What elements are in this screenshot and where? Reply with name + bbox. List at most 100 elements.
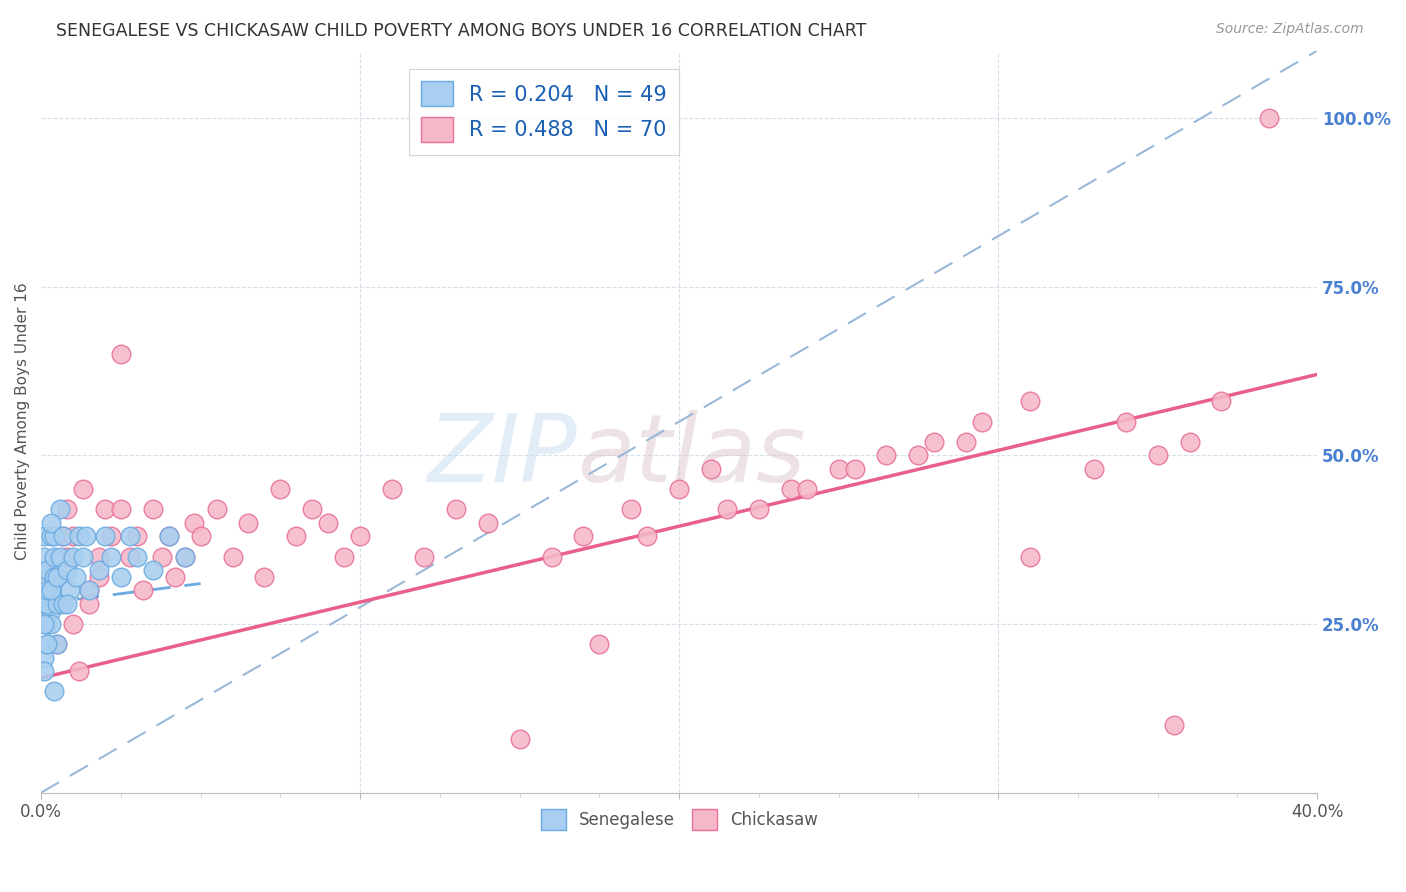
Point (34, 529, 56, 543)
Point (183, 516, 205, 530)
Point (34, 665, 56, 679)
Point (173, 549, 195, 564)
Point (72, 482, 94, 496)
Point (668, 482, 690, 496)
Point (221, 549, 243, 564)
Point (907, 449, 929, 463)
Point (381, 482, 404, 496)
Point (65, 570, 87, 584)
Point (46, 597, 69, 611)
Text: ZIP: ZIP (427, 409, 576, 500)
Point (636, 529, 658, 543)
Point (37, 597, 59, 611)
Point (37, 583, 59, 598)
Point (165, 570, 187, 584)
Point (100, 549, 122, 564)
Point (540, 549, 562, 564)
Point (1178, 434, 1201, 449)
Point (46, 570, 69, 584)
Point (94, 529, 117, 543)
Text: atlas: atlas (576, 409, 806, 500)
Point (49, 502, 72, 516)
Point (37, 617, 59, 632)
Point (77, 597, 100, 611)
Point (46, 597, 69, 611)
Point (39, 529, 62, 543)
Point (55, 597, 77, 611)
Point (120, 529, 142, 543)
Point (142, 502, 165, 516)
Point (77, 583, 100, 598)
Point (42, 684, 65, 698)
Point (1211, 394, 1233, 409)
Point (37, 570, 59, 584)
Point (110, 347, 132, 361)
Point (796, 482, 818, 496)
Point (157, 529, 180, 543)
Point (827, 462, 849, 476)
Point (52, 597, 75, 611)
Point (253, 570, 276, 584)
Point (52, 529, 75, 543)
Point (55, 502, 77, 516)
Point (333, 549, 356, 564)
Point (42, 570, 65, 584)
Point (42, 549, 65, 564)
Point (39, 617, 62, 632)
Point (205, 502, 228, 516)
Point (1146, 449, 1168, 463)
Point (1163, 718, 1185, 732)
Point (39, 583, 62, 598)
Point (94, 502, 117, 516)
Point (748, 502, 770, 516)
Point (1019, 549, 1042, 564)
Point (844, 462, 866, 476)
Point (1083, 462, 1105, 476)
Point (37, 637, 59, 651)
Point (75, 529, 97, 543)
Point (39, 570, 62, 584)
Point (42, 529, 65, 543)
Text: SENEGALESE VS CHICKASAW CHILD POVERTY AMONG BOYS UNDER 16 CORRELATION CHART: SENEGALESE VS CHICKASAW CHILD POVERTY AM… (56, 22, 866, 40)
Point (779, 482, 801, 496)
Point (132, 583, 155, 598)
Point (59, 583, 82, 598)
Legend: Senegalese, Chickasaw: Senegalese, Chickasaw (534, 803, 824, 837)
Point (955, 434, 977, 449)
Point (1115, 415, 1137, 429)
Point (39, 516, 62, 530)
Point (39, 583, 62, 598)
Point (67, 665, 90, 679)
Point (34, 650, 56, 665)
Point (157, 529, 180, 543)
Point (349, 529, 371, 543)
Point (316, 516, 339, 530)
Point (1258, 111, 1281, 125)
Point (62, 529, 84, 543)
Point (100, 529, 122, 543)
Point (588, 637, 610, 651)
Point (34, 597, 56, 611)
Point (477, 516, 499, 530)
Point (67, 529, 90, 543)
Point (110, 502, 132, 516)
Point (125, 529, 148, 543)
Point (572, 529, 595, 543)
Point (269, 482, 291, 496)
Point (620, 502, 643, 516)
Point (52, 529, 75, 543)
Point (150, 549, 173, 564)
Point (37, 563, 59, 577)
Point (55, 549, 77, 564)
Point (110, 570, 132, 584)
Text: Source: ZipAtlas.com: Source: ZipAtlas.com (1216, 22, 1364, 37)
Point (716, 502, 738, 516)
Point (924, 434, 946, 449)
Point (34, 549, 56, 564)
Point (444, 502, 467, 516)
Point (875, 449, 897, 463)
Point (46, 637, 69, 651)
Point (87, 549, 110, 564)
Point (72, 549, 94, 564)
Point (173, 549, 195, 564)
